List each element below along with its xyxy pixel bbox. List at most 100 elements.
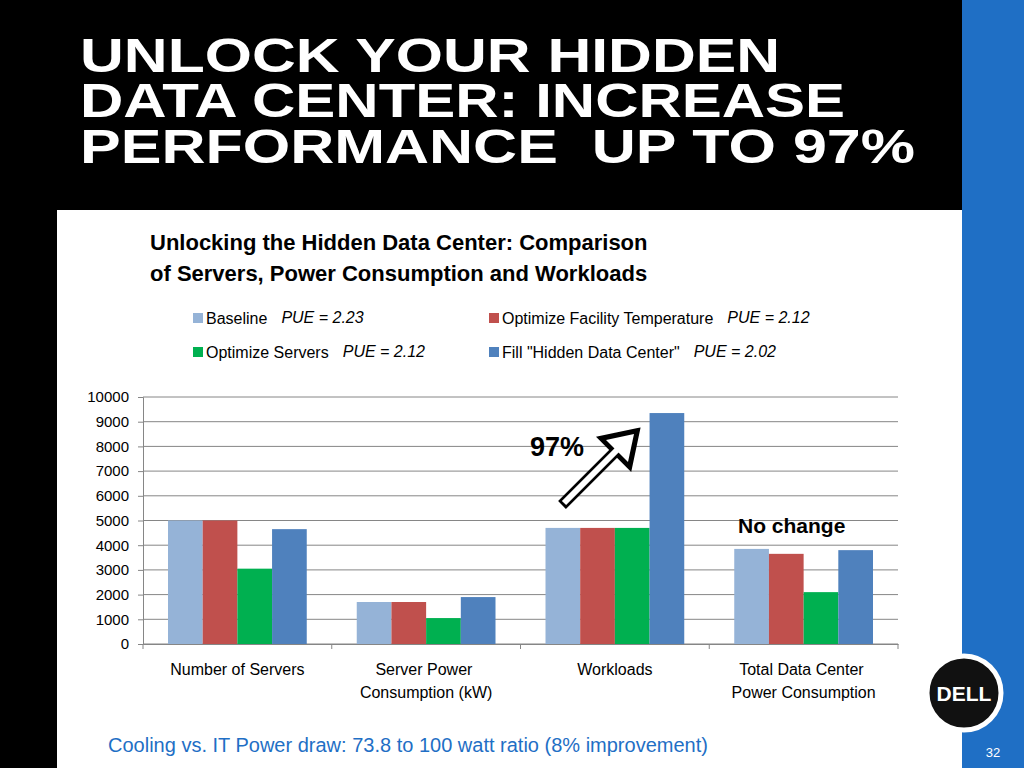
y-tick-label: 5000 xyxy=(96,512,129,529)
y-tick-mark xyxy=(138,422,143,423)
legend-item: BaselinePUE = 2.23 xyxy=(193,309,364,327)
bar xyxy=(804,592,839,644)
slide-title-line: PERFORMANCE UP TO 97% xyxy=(80,120,915,173)
y-tick-mark xyxy=(138,496,143,497)
y-tick: 1000 xyxy=(96,611,143,628)
y-tick-label: 4000 xyxy=(96,537,129,554)
y-tick: 8000 xyxy=(96,438,143,455)
bar xyxy=(650,413,685,644)
legend-note: PUE = 2.23 xyxy=(281,309,363,326)
x-tick-label: Total Data Center Power Consumption xyxy=(732,661,876,701)
y-tick-label: 7000 xyxy=(96,462,129,479)
x-tick-label: Server Power Consumption (kW) xyxy=(360,661,492,701)
x-separator xyxy=(520,644,521,649)
y-tick: 3000 xyxy=(96,561,143,578)
x-tick: Workloads xyxy=(577,644,652,678)
grid xyxy=(143,397,898,644)
y-tick-label: 8000 xyxy=(96,438,129,455)
y-tick-label: 10000 xyxy=(87,388,129,405)
annotation: 97% xyxy=(530,432,584,462)
y-tick: 9000 xyxy=(96,413,143,430)
logo-circle xyxy=(927,656,1001,730)
legend-note: PUE = 2.12 xyxy=(343,343,425,360)
x-separator xyxy=(143,644,144,649)
x-tick-label-line: Power Consumption xyxy=(732,684,876,701)
grid-line xyxy=(143,421,898,422)
bar xyxy=(838,550,873,644)
y-tick-mark xyxy=(138,397,143,398)
x-tick-label-line: Consumption (kW) xyxy=(360,684,492,701)
bar xyxy=(237,569,272,644)
x-tick-label: Number of Servers xyxy=(170,661,304,678)
grid-line xyxy=(143,495,898,496)
chart-title-line: Unlocking the Hidden Data Center: Compar… xyxy=(150,230,654,255)
y-tick: 0 xyxy=(121,635,143,652)
y-axis-line xyxy=(138,398,144,645)
bar xyxy=(769,554,804,644)
caption: Cooling vs. IT Power draw: 73.8 to 100 w… xyxy=(108,734,708,756)
y-tick-label: 3000 xyxy=(96,561,129,578)
y-tick-mark xyxy=(138,619,143,620)
page-number: 32 xyxy=(986,745,1000,760)
x-axis: Number of Servers Server Power Consumptio… xyxy=(144,644,899,701)
legend-item: Optimize Servers PUE = 2.12 xyxy=(193,343,425,361)
legend-item: Optimize Facility Temperature PUE = 2.12 xyxy=(489,309,810,327)
x-separator xyxy=(709,644,710,649)
y-tick-label: 6000 xyxy=(96,487,129,504)
bar xyxy=(426,618,461,644)
logo: DELL xyxy=(927,656,1001,730)
y-tick: 4000 xyxy=(96,537,143,554)
grid-line xyxy=(143,446,898,447)
y-tick-mark xyxy=(138,595,143,596)
grid-line xyxy=(143,545,898,546)
y-tick-label: 2000 xyxy=(96,586,129,603)
bar xyxy=(461,597,496,644)
legend-swatch xyxy=(193,313,203,323)
slide-title: UNLOCK YOUR HIDDENDATA CENTER: INCREASEP… xyxy=(80,29,915,173)
legend-swatch xyxy=(193,347,203,357)
legend: BaselinePUE = 2.23 Optimize Facility Temp… xyxy=(193,309,810,361)
legend-item: Fill "Hidden Data Center" PUE = 2.02 xyxy=(489,343,776,361)
slide-background xyxy=(0,0,1024,768)
legend-label: Fill "Hidden Data Center" xyxy=(502,344,680,361)
y-tick-mark xyxy=(138,521,143,522)
bar xyxy=(357,602,392,644)
bar xyxy=(203,521,238,645)
x-tick-label: Workloads xyxy=(577,661,652,678)
x-tick-label-line: Number of Servers xyxy=(170,661,304,678)
chart-title: Unlocking the Hidden Data Center: Compar… xyxy=(150,230,654,286)
y-tick: 6000 xyxy=(96,487,143,504)
chart-background xyxy=(57,210,962,768)
y-axis: 0 1000 2000 3000 4000 5000 6000 7000 8000 9000 100… xyxy=(87,388,143,652)
y-tick: 5000 xyxy=(96,512,143,529)
y-tick-mark xyxy=(138,570,143,571)
y-tick-mark xyxy=(138,644,143,645)
bar xyxy=(615,528,650,644)
chart-title-line: of Servers, Power Consumption and Worklo… xyxy=(150,261,647,286)
grid-line xyxy=(143,397,898,398)
legend-label: Optimize Facility Temperature xyxy=(502,310,713,327)
y-tick: 2000 xyxy=(96,586,143,603)
legend-label: Optimize Servers xyxy=(206,344,329,361)
y-tick-label: 0 xyxy=(121,635,129,652)
legend-note: PUE = 2.02 xyxy=(694,343,776,360)
x-separator xyxy=(898,644,899,649)
y-tick-mark xyxy=(138,446,143,447)
legend-note: PUE = 2.12 xyxy=(727,309,809,326)
slide: UNLOCK YOUR HIDDENDATA CENTER: INCREASEP… xyxy=(0,0,1024,768)
bar xyxy=(168,521,203,645)
logo-text: DELL xyxy=(937,682,992,705)
x-tick: Number of Servers xyxy=(170,644,304,678)
bar xyxy=(272,529,307,644)
bar xyxy=(546,528,581,644)
y-tick-label: 1000 xyxy=(96,611,129,628)
bar xyxy=(734,549,769,644)
x-tick: Total Data Center Power Consumption xyxy=(732,644,876,701)
y-tick: 7000 xyxy=(96,462,143,479)
x-separator xyxy=(331,644,332,649)
annotation: No change xyxy=(738,514,845,537)
bars xyxy=(168,413,873,644)
y-tick-label: 9000 xyxy=(96,413,129,430)
y-tick-mark xyxy=(138,471,143,472)
x-tick-label-line: Workloads xyxy=(577,661,652,678)
